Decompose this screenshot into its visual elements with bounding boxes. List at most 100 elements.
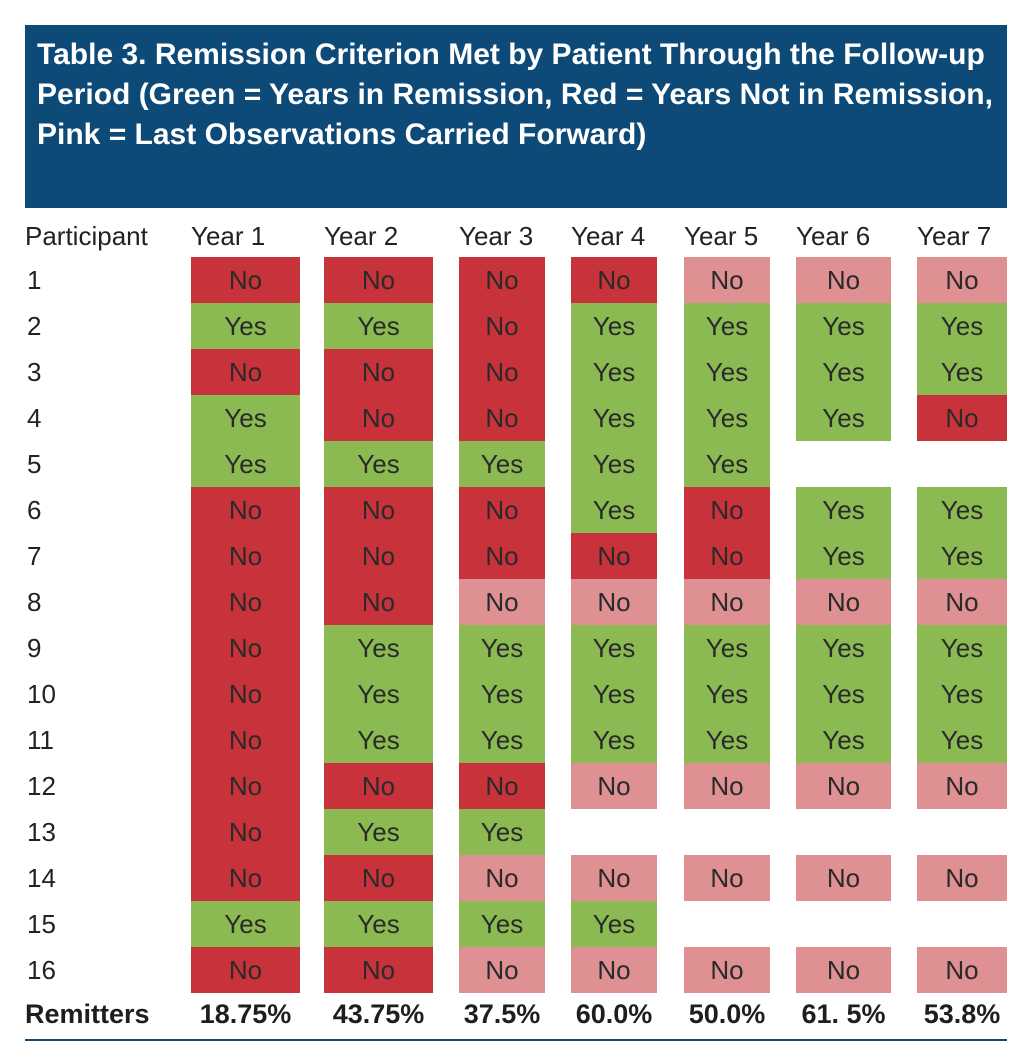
status-cell: No	[459, 947, 545, 993]
table-title-banner: Table 3. Remission Criterion Met by Pati…	[25, 25, 1007, 208]
participant-id: 10	[27, 679, 56, 709]
status-cell: Yes	[324, 901, 433, 947]
status-cell: No	[191, 809, 300, 855]
status-cell: No	[684, 947, 770, 993]
header-year-4: Year 4	[571, 221, 646, 251]
participant-id: 8	[27, 587, 42, 617]
status-cell: Yes	[917, 349, 1007, 395]
status-cell: Yes	[796, 303, 891, 349]
status-cell: No	[917, 947, 1007, 993]
status-cell: No	[459, 579, 545, 625]
status-cell: Yes	[571, 901, 657, 947]
status-cell: No	[459, 257, 545, 303]
status-cell: Yes	[191, 441, 300, 487]
status-cell: No	[191, 533, 300, 579]
status-cell: No	[684, 533, 770, 579]
participant-id: 11	[27, 725, 54, 755]
status-cell: Yes	[191, 303, 300, 349]
status-cell: No	[571, 855, 657, 901]
status-cell: No	[191, 671, 300, 717]
status-cell: Yes	[917, 671, 1007, 717]
participant-id: 9	[27, 633, 42, 663]
header-year-5: Year 5	[684, 221, 759, 251]
status-cell: Yes	[324, 625, 433, 671]
status-cell: No	[191, 625, 300, 671]
header-year-1: Year 1	[191, 221, 266, 251]
status-cell: No	[796, 579, 891, 625]
status-cell: Yes	[684, 303, 770, 349]
status-cell: No	[917, 763, 1007, 809]
participant-id: 12	[27, 771, 56, 801]
status-cell: No	[459, 303, 545, 349]
status-cell: No	[324, 349, 433, 395]
status-cell: Yes	[459, 901, 545, 947]
status-cell: Yes	[796, 717, 891, 763]
status-cell: No	[917, 579, 1007, 625]
status-cell: No	[917, 855, 1007, 901]
participant-id: 13	[27, 817, 56, 847]
header-participant: Participant	[25, 221, 148, 251]
status-cell: No	[191, 717, 300, 763]
status-cell: Yes	[684, 349, 770, 395]
participant-id: 16	[27, 955, 56, 985]
status-cell: Yes	[571, 349, 657, 395]
status-cell: Yes	[684, 441, 770, 487]
status-cell: No	[459, 855, 545, 901]
status-cell: No	[191, 947, 300, 993]
status-cell: No	[191, 257, 300, 303]
table-title: Table 3. Remission Criterion Met by Pati…	[37, 38, 993, 151]
participant-id: 2	[27, 311, 42, 341]
status-cell: No	[571, 579, 657, 625]
status-cell: Yes	[796, 671, 891, 717]
header-year-2: Year 2	[324, 221, 399, 251]
status-cell: Yes	[459, 671, 545, 717]
status-cell: Yes	[917, 533, 1007, 579]
status-cell: Yes	[571, 717, 657, 763]
status-cell: No	[324, 947, 433, 993]
status-cell: Yes	[571, 395, 657, 441]
status-cell: Yes	[571, 303, 657, 349]
bottom-rule	[25, 1039, 1007, 1041]
remitters-value: 43.75%	[332, 999, 425, 1029]
status-cell: Yes	[459, 809, 545, 855]
remitters-value: 50.0%	[688, 999, 766, 1029]
status-cell: No	[796, 763, 891, 809]
remitters-value: 18.75%	[199, 999, 292, 1029]
status-cell: Yes	[796, 349, 891, 395]
status-cell: Yes	[684, 395, 770, 441]
remitters-value: 61. 5%	[801, 999, 886, 1029]
status-cell: No	[796, 855, 891, 901]
participant-id: 7	[27, 541, 42, 571]
header-year-7: Year 7	[917, 221, 992, 251]
status-cell: No	[684, 579, 770, 625]
status-cell: No	[191, 855, 300, 901]
status-cell: Yes	[684, 717, 770, 763]
status-cell: Yes	[571, 441, 657, 487]
status-cell: Yes	[324, 671, 433, 717]
status-cell: No	[796, 257, 891, 303]
status-cell: Yes	[459, 717, 545, 763]
status-cell: Yes	[796, 487, 891, 533]
status-cell: No	[324, 257, 433, 303]
status-cell: Yes	[796, 625, 891, 671]
status-cell: Yes	[459, 441, 545, 487]
status-cell: Yes	[324, 717, 433, 763]
status-cell: No	[684, 855, 770, 901]
status-cell: No	[684, 257, 770, 303]
status-cell: Yes	[571, 625, 657, 671]
status-cell: No	[191, 579, 300, 625]
participant-id: 4	[27, 403, 42, 433]
remitters-value: 60.0%	[575, 999, 653, 1029]
status-cell: Yes	[324, 303, 433, 349]
status-cell: No	[571, 763, 657, 809]
status-cell: No	[459, 487, 545, 533]
status-cell: Yes	[571, 671, 657, 717]
status-cell: No	[324, 487, 433, 533]
status-cell: Yes	[917, 487, 1007, 533]
status-cell: Yes	[571, 487, 657, 533]
participant-id: 1	[27, 265, 42, 295]
status-cell: No	[459, 349, 545, 395]
header-year-6: Year 6	[796, 221, 871, 251]
status-cell: No	[324, 579, 433, 625]
remitters-value: 37.5%	[463, 999, 541, 1029]
